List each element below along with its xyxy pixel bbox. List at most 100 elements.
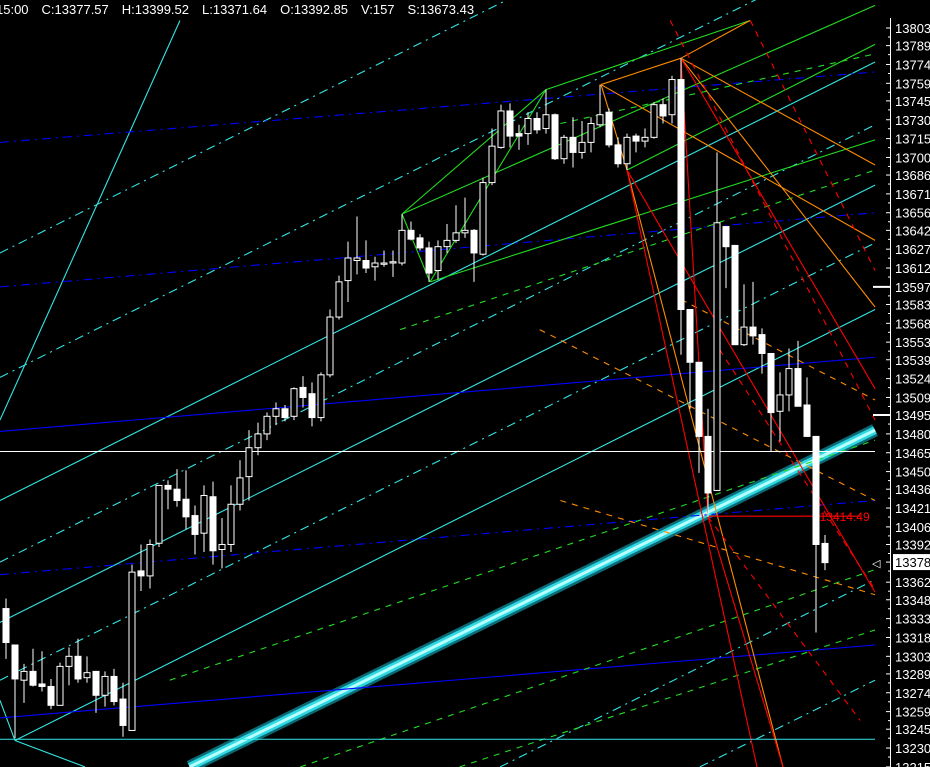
axis-tick-label: 13450 [895, 465, 930, 480]
candle-body-bearish [209, 496, 217, 552]
trendline [626, 169, 876, 593]
axis-tick-label: 13362 [895, 575, 930, 590]
axis-tick-label: 13612 [895, 261, 930, 276]
glow-trendline-core [188, 428, 876, 767]
current-price-arrow-icon: ◁ [872, 557, 881, 570]
candle [794, 340, 802, 407]
candle [524, 112, 532, 145]
candle-body-bullish [245, 447, 253, 478]
trendline [680, 298, 876, 401]
candle [722, 226, 730, 289]
candle [686, 308, 694, 409]
candle [416, 234, 424, 251]
candle-body-bullish [200, 494, 208, 534]
candle-body-bullish [83, 672, 91, 679]
candle [461, 197, 469, 238]
candle [209, 481, 217, 565]
axis-tick-label: 13553 [895, 335, 930, 350]
axis-tick-label: 13686 [895, 168, 930, 183]
candle [263, 412, 271, 441]
candle-body-bearish [659, 104, 667, 117]
candle-body-bullish [479, 182, 487, 255]
candle-body-bullish [452, 232, 460, 241]
candle-body-bearish [506, 110, 514, 137]
price-line-label: 13414.49 [820, 510, 870, 524]
trendline [680, 57, 876, 389]
candle-body-bearish [749, 326, 757, 337]
candle-body-bearish [731, 244, 739, 346]
trendline [680, 58, 709, 517]
trendline [429, 139, 876, 283]
trendline [0, 20, 181, 421]
candle-body-bullish [560, 136, 568, 160]
axis-tick-label: 13465 [895, 446, 930, 461]
candle-body-bullish [443, 239, 451, 248]
candle [38, 651, 46, 692]
trendline [0, 124, 876, 563]
trendline [600, 57, 682, 86]
trendline [0, 71, 876, 143]
candle-body-bullish [713, 222, 721, 491]
candle-body-bearish [299, 386, 307, 398]
candle-body-bearish [11, 644, 19, 680]
candle-body-bearish [614, 144, 622, 165]
trendline [680, 57, 876, 308]
candle [605, 108, 613, 148]
candle [389, 250, 397, 277]
open-value: O:13392.85 [280, 2, 349, 17]
axis-tick-label: 13789 [895, 39, 930, 54]
candle [137, 544, 145, 591]
candle-body-bullish [227, 503, 235, 545]
candle [191, 505, 199, 555]
candle [155, 484, 163, 547]
candle-body-bullish [650, 104, 658, 138]
candle [812, 435, 820, 633]
candle-body-bearish [137, 570, 145, 577]
trendline [545, 19, 751, 91]
trendline [600, 84, 876, 241]
candle [254, 422, 262, 456]
axis-tick-label: 13803 [895, 21, 930, 36]
candle-body-bearish [182, 498, 190, 518]
axis-tick-label: 13230 [895, 741, 930, 756]
candle [56, 662, 64, 706]
candle-body-bullish [254, 433, 262, 449]
candle [668, 75, 676, 124]
trendline [680, 57, 876, 166]
candle [146, 539, 154, 589]
axis-tick-label: 13333 [895, 612, 930, 627]
candle [614, 137, 622, 168]
candle-body-bullish [623, 136, 631, 165]
trendline [14, 739, 86, 767]
candle [515, 124, 523, 150]
candle-body-bullish [290, 388, 298, 417]
trendline [707, 516, 784, 767]
candle-body-bullish [785, 368, 793, 396]
candle [641, 128, 649, 148]
s-value: S:13673.43 [407, 2, 475, 17]
price-axis[interactable]: 13803 13789 13774 13759 13745 13730 13715 13700… [872, 18, 930, 767]
candle [821, 535, 829, 571]
trendline [626, 43, 876, 171]
candle-body-bearish [533, 117, 541, 131]
candle [803, 377, 811, 437]
candle-body-bearish [407, 229, 415, 240]
candle [542, 89, 550, 134]
candle [767, 352, 775, 452]
axis-tick-label: 13627 [895, 242, 930, 257]
trendline [669, 20, 876, 421]
candle-body-bullish [587, 123, 595, 143]
candle-body-bearish [425, 247, 433, 274]
candle-body-bullish [218, 543, 226, 551]
candle [425, 241, 433, 282]
candle-body-bearish [173, 488, 181, 502]
candle [29, 648, 37, 687]
trendline [0, 499, 876, 576]
candle-body-bullish [101, 675, 109, 696]
candle [281, 405, 289, 422]
candle-body-bearish [677, 79, 685, 310]
candle [695, 361, 703, 473]
candle [317, 372, 325, 422]
trendline [626, 169, 758, 767]
